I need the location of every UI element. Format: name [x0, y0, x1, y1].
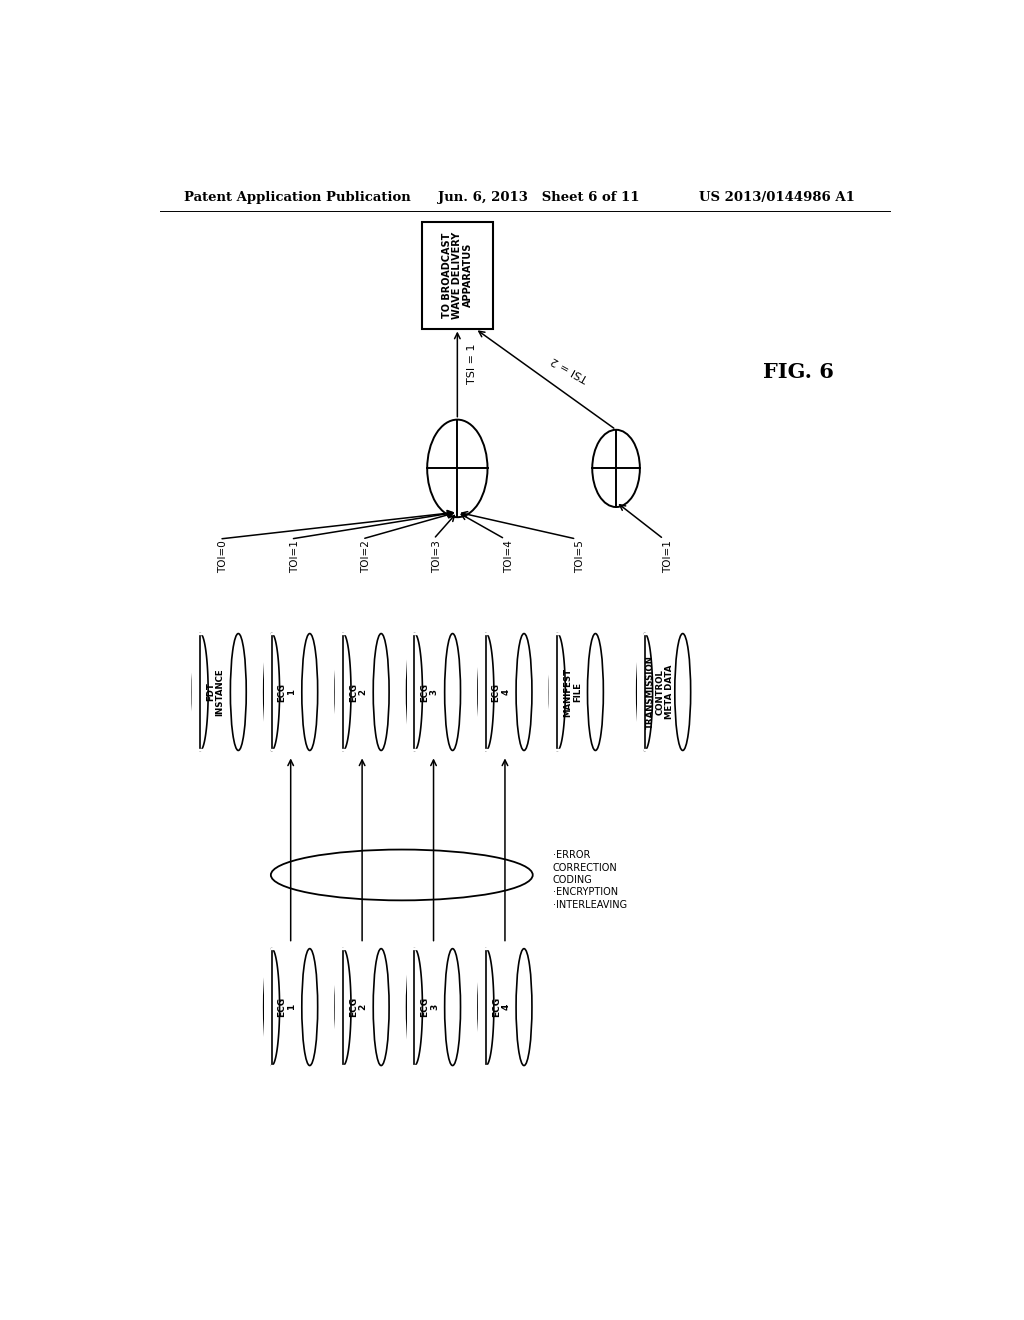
Bar	[343, 634, 381, 751]
Bar	[264, 631, 272, 752]
Ellipse shape	[407, 634, 423, 751]
Ellipse shape	[427, 420, 487, 517]
Bar	[645, 634, 683, 751]
Bar	[264, 946, 272, 1068]
Bar	[415, 634, 453, 751]
Bar	[550, 631, 558, 752]
Text: US 2013/0144986 A1: US 2013/0144986 A1	[699, 190, 855, 203]
Bar	[335, 946, 344, 1068]
Ellipse shape	[516, 634, 531, 751]
Text: FIG. 6: FIG. 6	[763, 362, 834, 381]
Text: ECG
1: ECG 1	[278, 682, 296, 701]
Bar	[637, 631, 645, 752]
Bar	[201, 634, 239, 751]
Bar	[422, 222, 494, 329]
Text: TOI=1: TOI=1	[663, 540, 673, 573]
Bar	[271, 949, 309, 1065]
Text: TOI=4: TOI=4	[504, 540, 514, 573]
Ellipse shape	[230, 634, 246, 751]
Ellipse shape	[302, 949, 317, 1065]
Text: TOI=2: TOI=2	[361, 540, 371, 573]
Ellipse shape	[588, 634, 603, 751]
Bar	[335, 631, 344, 752]
Text: ECG
1: ECG 1	[278, 997, 296, 1018]
Bar	[343, 949, 381, 1065]
Text: MANIFEST
FILE: MANIFEST FILE	[563, 668, 582, 717]
Text: TRANSMISSION
CONTROL
META DATA: TRANSMISSION CONTROL META DATA	[645, 655, 674, 729]
Text: Patent Application Publication: Patent Application Publication	[183, 190, 411, 203]
Bar	[486, 949, 524, 1065]
Ellipse shape	[444, 634, 461, 751]
Text: ECG
2: ECG 2	[349, 682, 368, 701]
Text: ECG
4: ECG 4	[492, 997, 510, 1018]
Text: FDT
INSTANCE: FDT INSTANCE	[206, 668, 224, 715]
Ellipse shape	[193, 634, 208, 751]
Ellipse shape	[516, 949, 531, 1065]
Ellipse shape	[373, 634, 389, 751]
Ellipse shape	[637, 634, 652, 751]
Ellipse shape	[675, 634, 690, 751]
Text: TSI = 1: TSI = 1	[467, 343, 476, 384]
Ellipse shape	[550, 634, 565, 751]
Text: TOI=3: TOI=3	[432, 540, 442, 573]
Text: TOI=5: TOI=5	[575, 540, 586, 573]
Bar	[478, 946, 486, 1068]
Ellipse shape	[407, 949, 423, 1065]
Ellipse shape	[302, 634, 317, 751]
Text: TO BROADCAST
WAVE DELIVERY
APPARATUS: TO BROADCAST WAVE DELIVERY APPARATUS	[441, 232, 473, 319]
Text: TOI=0: TOI=0	[218, 540, 228, 573]
Ellipse shape	[592, 430, 640, 507]
Text: ECG
4: ECG 4	[492, 682, 510, 701]
Ellipse shape	[335, 634, 351, 751]
Bar	[478, 631, 486, 752]
Bar	[557, 634, 595, 751]
Ellipse shape	[264, 949, 280, 1065]
Text: ECG
2: ECG 2	[349, 997, 368, 1018]
Bar	[271, 634, 309, 751]
Text: ·ERROR
CORRECTION
CODING
·ENCRYPTION
·INTERLEAVING: ·ERROR CORRECTION CODING ·ENCRYPTION ·IN…	[553, 850, 627, 909]
Bar	[407, 946, 416, 1068]
Ellipse shape	[444, 949, 461, 1065]
Ellipse shape	[478, 949, 494, 1065]
Text: ECG
3: ECG 3	[420, 682, 439, 701]
Text: Jun. 6, 2013   Sheet 6 of 11: Jun. 6, 2013 Sheet 6 of 11	[437, 190, 639, 203]
Text: ECG
3: ECG 3	[420, 997, 439, 1018]
Ellipse shape	[264, 634, 280, 751]
Bar	[193, 631, 201, 752]
Bar	[486, 634, 524, 751]
Bar	[415, 949, 453, 1065]
Ellipse shape	[478, 634, 494, 751]
Text: TOI=1: TOI=1	[290, 540, 300, 573]
Bar	[407, 631, 416, 752]
Ellipse shape	[335, 949, 351, 1065]
Ellipse shape	[373, 949, 389, 1065]
Text: TSI = 2: TSI = 2	[549, 355, 590, 383]
